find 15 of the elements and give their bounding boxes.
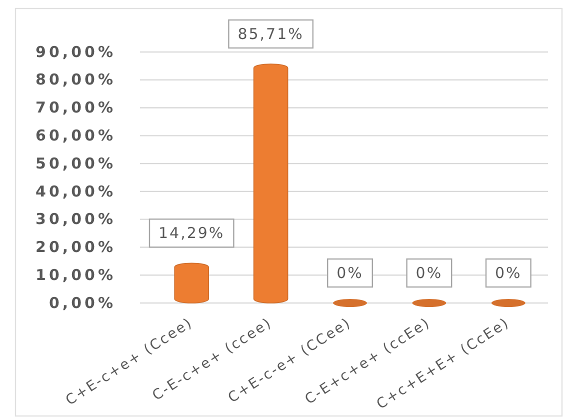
data-label: 0% [495,264,522,282]
y-tick-label: 50,00% [36,154,116,172]
y-tick-label: 40,00% [36,182,116,200]
data-label: 14,29% [158,224,225,242]
y-tick-label: 10,00% [36,266,116,284]
y-tick-label: 60,00% [36,126,116,144]
y-tick-label: 90,00% [36,42,116,61]
data-label: 85,71% [238,24,304,43]
y-tick-label: 80,00% [36,70,116,89]
y-tick-label: 0,00% [48,294,116,312]
data-label: 0% [336,264,364,282]
data-label: 0% [416,264,443,282]
y-tick-label: 20,00% [36,238,116,256]
y-tick-label: 30,00% [36,210,116,228]
y-tick-label: 70,00% [36,98,116,117]
